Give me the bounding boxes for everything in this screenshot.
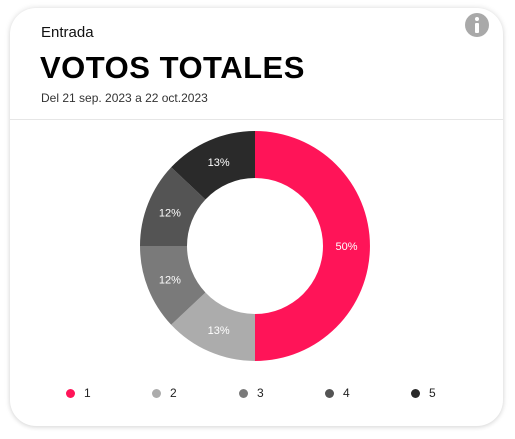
donut-slice-5 (171, 131, 255, 200)
page-title: VOTOS TOTALES (40, 50, 305, 85)
legend-label-3: 3 (257, 386, 264, 400)
legend-label-5: 5 (429, 386, 436, 400)
slice-label-4: 12% (159, 207, 181, 219)
donut-slice-2 (171, 292, 255, 361)
chart-legend: 1 2 3 4 5 (10, 383, 503, 403)
donut-slice-4 (140, 167, 206, 246)
legend-label-4: 4 (343, 386, 350, 400)
date-range: Del 21 sep. 2023 a 22 oct.2023 (41, 91, 208, 105)
legend-dot-5 (411, 388, 420, 398)
slice-label-5: 13% (208, 157, 230, 169)
legend-label-1: 1 (84, 386, 91, 400)
legend-dot-3 (239, 388, 248, 398)
legend-item-3[interactable]: 3 (239, 383, 264, 403)
donut-chart: 50% 13% 12% 12% 13% (140, 131, 370, 361)
legend-item-2[interactable]: 2 (152, 383, 177, 403)
legend-dot-1 (66, 388, 75, 398)
section-label: Entrada (41, 24, 94, 41)
info-icon[interactable] (465, 13, 489, 37)
legend-item-1[interactable]: 1 (66, 383, 91, 403)
slice-label-3: 12% (159, 275, 181, 287)
slice-label-1: 50% (335, 241, 357, 253)
donut-slice-1 (255, 131, 370, 361)
votes-card: Entrada VOTOS TOTALES Del 21 sep. 2023 a… (10, 8, 503, 426)
legend-dot-4 (325, 388, 334, 398)
donut-slice-3 (140, 246, 206, 325)
legend-dot-2 (152, 388, 161, 398)
legend-item-4[interactable]: 4 (325, 383, 350, 403)
divider (10, 119, 503, 120)
slice-label-2: 13% (208, 325, 230, 337)
legend-item-5[interactable]: 5 (411, 383, 436, 403)
legend-label-2: 2 (170, 386, 177, 400)
